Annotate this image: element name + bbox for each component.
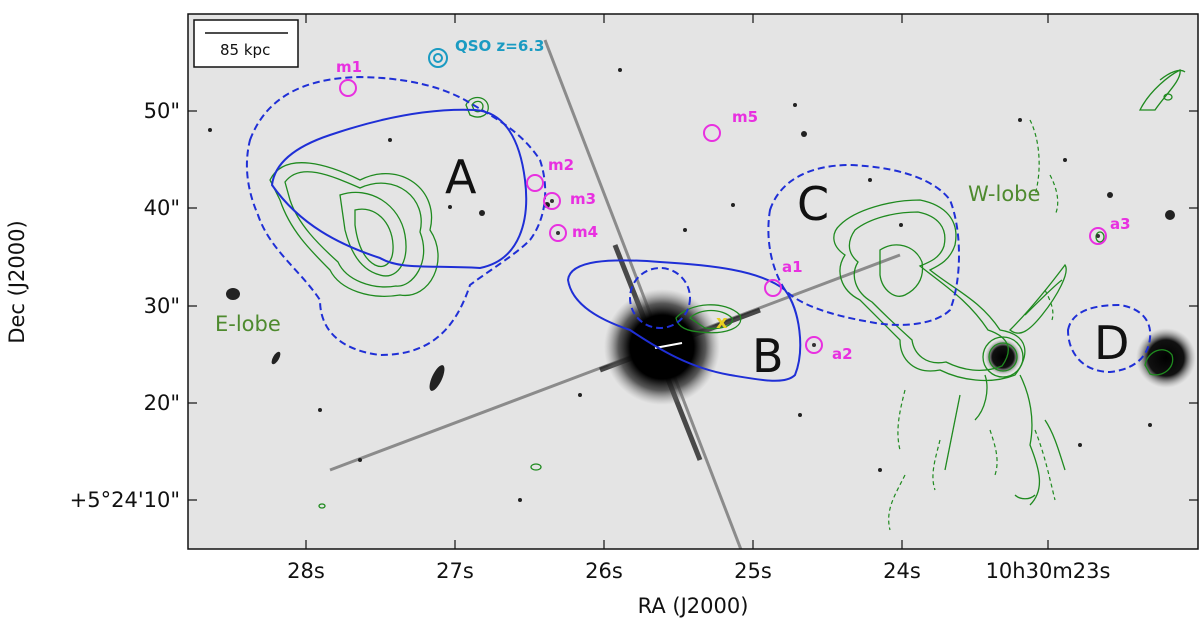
w-lobe-label: W-lobe [968,182,1040,206]
region-D-dashed [1066,303,1152,374]
x-tick-label: 27s [436,559,474,583]
source-a1-marker [764,279,782,297]
source-a3-label: a3 [1110,215,1131,233]
x-marker: x [716,312,728,333]
source-m1-label: m1 [336,58,362,76]
region-A-solid [270,108,528,270]
bright-source-w-lobe [985,339,1021,375]
region-D-label: D [1094,316,1129,370]
plot-frame [187,13,1199,550]
source-dots [550,199,1100,347]
source-markers [339,79,1107,354]
x-tick-label: 25s [734,559,772,583]
y-tick-label: 50" [144,99,180,123]
e-lobe-label: E-lobe [215,312,281,336]
x-ticks [305,14,1049,549]
region-B-solid [566,259,802,382]
source-m4-label: m4 [572,223,598,241]
y-tick-label: +5°24'10" [70,488,180,512]
source-m5-label: m5 [732,108,758,126]
y-tick-label: 20" [144,391,180,415]
source-a3-marker [1089,227,1107,245]
source-m3-marker [543,192,561,210]
source-m2-label: m2 [548,156,574,174]
source-m2-marker [526,174,544,192]
source-m1-marker [339,79,357,97]
source-a2-label: a2 [832,345,853,363]
radio-contours [269,69,1186,509]
source-m4-marker [549,224,567,242]
region-A-label: A [445,150,477,204]
field-objects [208,68,1175,502]
y-tick-label: 40" [144,196,180,220]
x-tick-label: 26s [585,559,623,583]
source-m5-marker [703,124,721,142]
region-B-dashed [629,267,691,329]
region-C-dashed [767,163,960,326]
y-ticks [188,110,1198,501]
x-tick-label: 24s [883,559,921,583]
source-a1-label: a1 [782,258,803,276]
scale-bar-label: 85 kpc [220,41,270,59]
radio-contours-negative [888,119,1059,531]
source-a2-marker [805,336,823,354]
y-tick-label: 30" [144,294,180,318]
qso-marker [428,48,448,68]
x-tick-label: 10h30m23s [986,559,1111,583]
y-tick-labels: 50" 40" 30" 20" +5°24'10" [70,99,180,512]
y-axis-title: Dec (J2000) [5,220,29,343]
source-m3-label: m3 [570,190,596,208]
qso-label: QSO z=6.3 [455,37,544,55]
regions [245,75,1152,382]
scale-bar: 85 kpc [193,19,299,68]
x-tick-labels: 28s 27s 26s 25s 24s 10h30m23s [287,559,1110,583]
source-labels: m1 m2 m3 m4 m5 a1 a2 a3 [336,58,1131,363]
sky-image [188,14,1198,549]
x-axis-title: RA (J2000) [638,594,749,618]
bright-galaxy [1136,328,1196,388]
region-B-label: B [752,329,784,383]
region-A-dashed [245,75,547,357]
region-C-label: C [797,177,829,231]
x-tick-label: 28s [287,559,325,583]
